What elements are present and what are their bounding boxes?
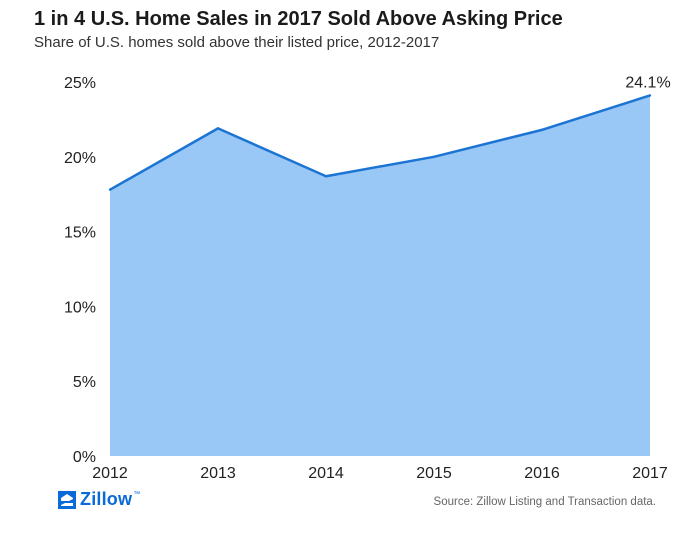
x-tick-label: 2016: [524, 465, 560, 482]
zillow-logo-icon: [58, 490, 76, 509]
x-tick-label: 2012: [92, 465, 128, 482]
data-point: [108, 188, 112, 191]
y-tick-label: 20%: [64, 150, 96, 167]
source-note: Source: Zillow Listing and Transaction d…: [433, 496, 656, 508]
x-axis: 2012 2013 2014 2015 2016 2017: [92, 465, 668, 482]
chart-title: 1 in 4 U.S. Home Sales in 2017 Sold Abov…: [34, 8, 563, 30]
zillow-logo: Zillow ™: [58, 489, 140, 510]
x-tick-label: 2014: [308, 465, 344, 482]
y-tick-label: 15%: [64, 225, 96, 242]
y-tick-label: 5%: [73, 374, 96, 391]
data-point: [648, 94, 652, 97]
zillow-logo-trademark: ™: [133, 491, 141, 498]
chart-subtitle: Share of U.S. homes sold above their lis…: [34, 34, 440, 51]
x-tick-label: 2017: [632, 465, 668, 482]
y-tick-label: 0%: [73, 449, 96, 466]
y-tick-label: 25%: [64, 75, 96, 92]
x-tick-label: 2013: [200, 465, 236, 482]
plot-area: 24.1%: [108, 74, 671, 457]
area-fill: [110, 95, 650, 457]
data-point: [324, 175, 328, 178]
data-point: [432, 155, 436, 158]
y-axis: 0% 5% 10% 15% 20% 25%: [64, 75, 96, 466]
y-tick-label: 10%: [64, 299, 96, 316]
zillow-logo-text: Zillow: [80, 489, 133, 509]
data-point: [540, 128, 544, 132]
series-line: [109, 94, 651, 191]
data-point: [216, 127, 220, 130]
data-label: 24.1%: [625, 74, 670, 91]
x-tick-label: 2015: [416, 465, 452, 482]
